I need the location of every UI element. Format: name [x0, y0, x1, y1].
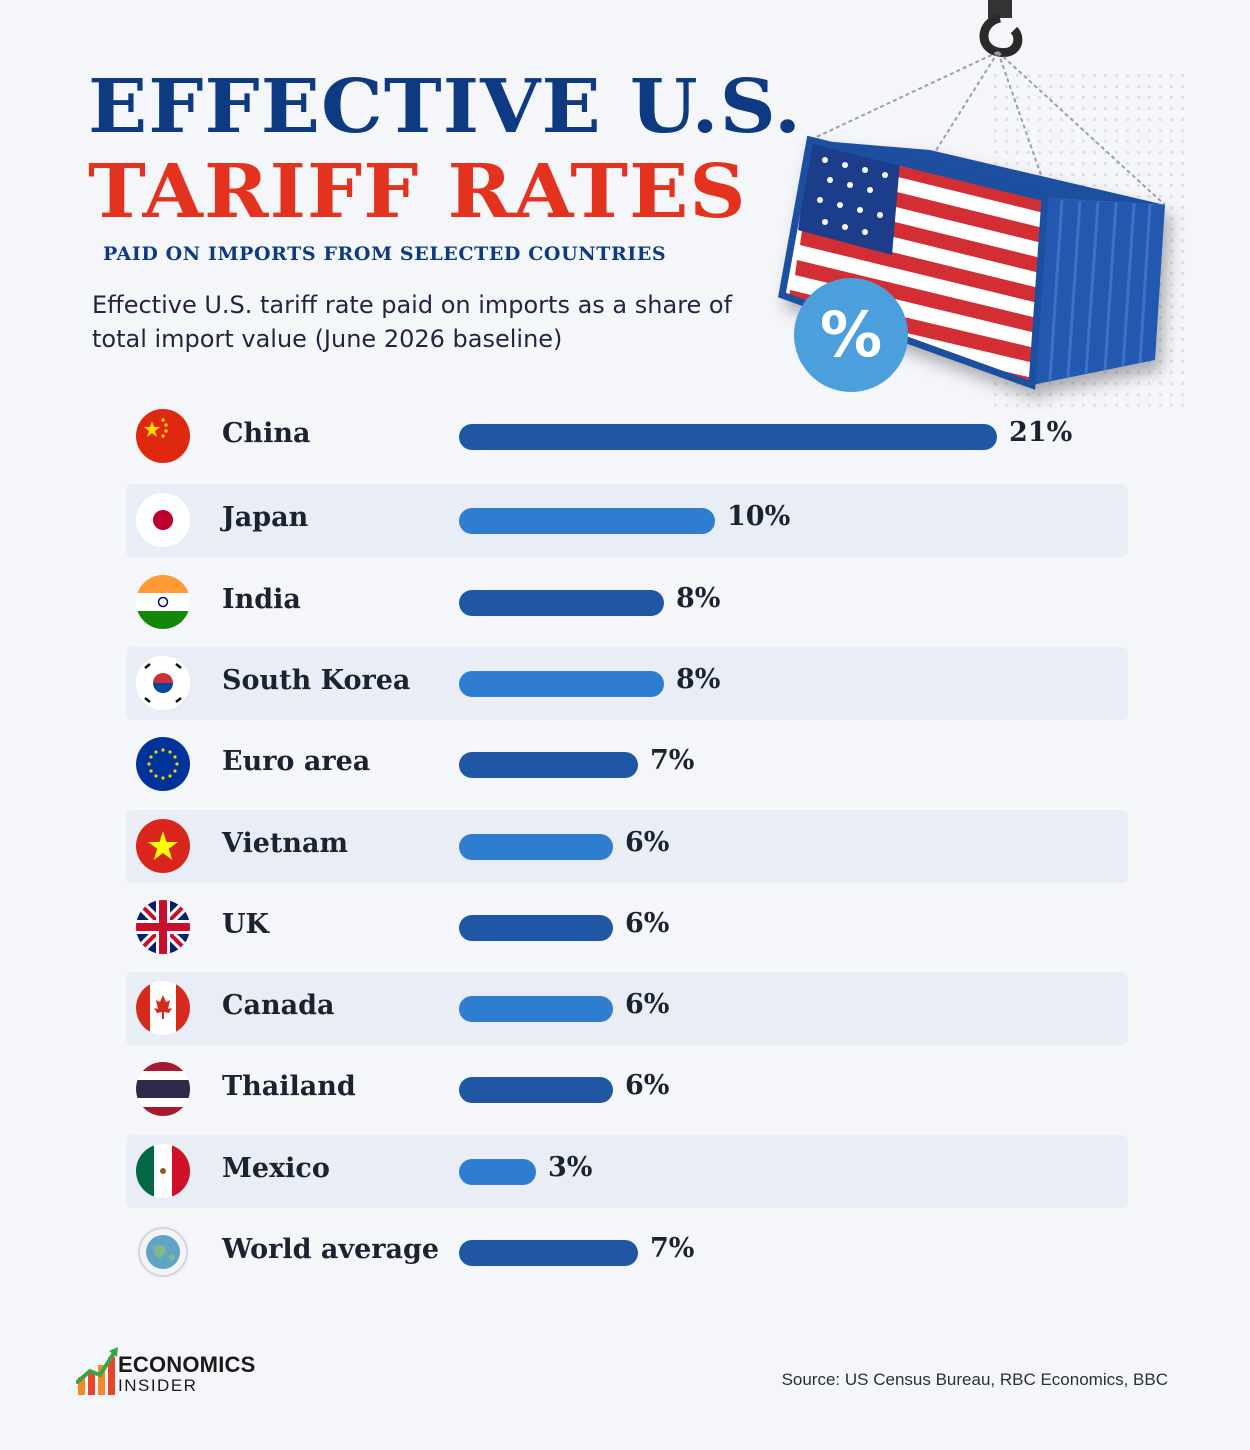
chart-row: Mexico 3% [126, 1135, 1128, 1208]
canada-flag-icon [136, 981, 190, 1035]
bar [459, 1077, 613, 1103]
mexico-flag-icon [136, 1144, 190, 1198]
logo-text-line-1: ECONOMICS [118, 1352, 256, 1377]
category-label: World average [222, 1234, 440, 1265]
bar [459, 671, 664, 697]
value-label: 3% [548, 1152, 593, 1183]
category-label: Thailand [222, 1071, 356, 1102]
bar [459, 508, 715, 534]
chart-row: China 21% [126, 400, 1128, 473]
chart-row: Canada 6% [126, 972, 1128, 1045]
bar [459, 752, 638, 778]
china-flag-icon [136, 409, 190, 463]
percent-badge-label: % [820, 298, 882, 371]
value-label: 21% [1009, 417, 1073, 448]
value-label: 6% [625, 908, 670, 939]
logo-text-line-2: INSIDER [118, 1376, 198, 1395]
chart-row: South Korea 8% [126, 647, 1128, 720]
source-note: Source: US Census Bureau, RBC Economics,… [781, 1370, 1168, 1389]
value-label: 7% [650, 1233, 695, 1264]
category-label: Canada [222, 990, 335, 1021]
chart-row: Vietnam 6% [126, 810, 1128, 883]
value-label: 6% [625, 989, 670, 1020]
value-label: 8% [676, 664, 721, 695]
value-label: 8% [676, 583, 721, 614]
category-label: UK [222, 909, 270, 940]
bar [459, 590, 664, 616]
bar [459, 834, 613, 860]
chart-row: Euro area 7% [126, 728, 1128, 801]
title-line-2: TARIFF RATES [88, 149, 747, 235]
value-label: 6% [625, 1070, 670, 1101]
category-label: India [222, 584, 301, 615]
bar [459, 1240, 638, 1266]
bar [459, 424, 997, 450]
thailand-flag-icon [136, 1062, 190, 1116]
economics-insider-logo [76, 1347, 118, 1395]
category-label: Japan [222, 502, 309, 533]
india-flag-icon [136, 575, 190, 629]
uk-flag-icon [136, 900, 190, 954]
subtitle: PAID ON IMPORTS FROM SELECTED COUNTRIES [103, 243, 667, 265]
eu-flag-icon [136, 737, 190, 791]
chart-row: India 8% [126, 566, 1128, 639]
category-label: Vietnam [222, 828, 349, 859]
chart-row: World average 7% [126, 1216, 1128, 1289]
category-label: Mexico [222, 1153, 330, 1184]
japan-flag-icon [136, 493, 190, 547]
value-label: 6% [625, 827, 670, 858]
category-label: China [222, 418, 311, 449]
vietnam-flag-icon [136, 819, 190, 873]
category-label: South Korea [222, 665, 411, 696]
bar [459, 996, 613, 1022]
flag-container-illustration: % [778, 0, 1166, 392]
value-label: 7% [650, 745, 695, 776]
globe-icon [136, 1225, 190, 1279]
description: Effective U.S. tariff rate paid on impor… [92, 291, 733, 353]
value-label: 10% [727, 501, 791, 532]
bar [459, 915, 613, 941]
chart-row: Japan 10% [126, 484, 1128, 557]
chart-row: Thailand 6% [126, 1053, 1128, 1126]
south-korea-flag-icon [136, 656, 190, 710]
category-label: Euro area [222, 746, 371, 777]
percent-badge [794, 278, 908, 392]
title-line-1: EFFECTIVE U.S. [88, 64, 803, 150]
chart-row: UK 6% [126, 891, 1128, 964]
bar [459, 1159, 536, 1185]
